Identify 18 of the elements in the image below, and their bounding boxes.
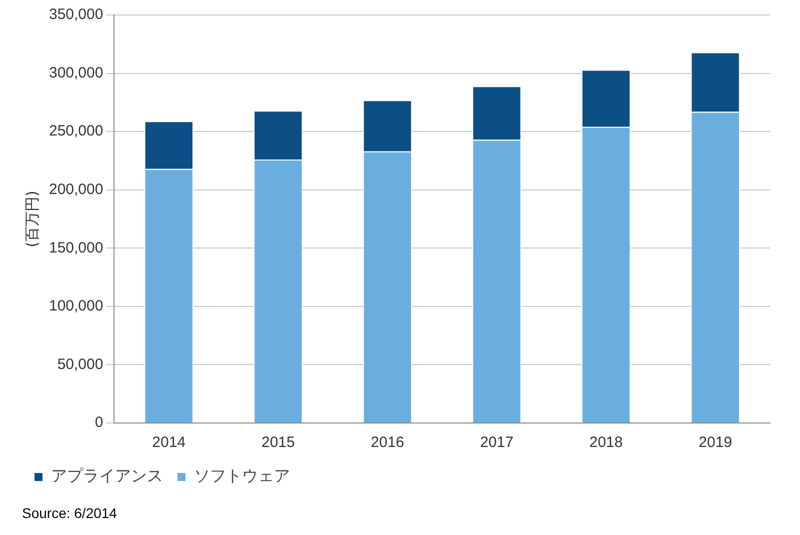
y-tick-label: 50,000 [57, 356, 104, 373]
y-tick-label: 0 [94, 414, 104, 432]
x-tick-label: 2014 [152, 434, 186, 452]
y-tick-label: 100,000 [48, 298, 104, 315]
y-tick-label: 200,000 [48, 181, 104, 198]
y-axis-title: (百万円) [22, 190, 41, 248]
y-tick-label: 150,000 [48, 239, 104, 256]
y-tick-label: 250,000 [48, 122, 104, 140]
legend-label: アプライアンス [51, 466, 163, 486]
source-note: Source: 6/2014 [22, 505, 117, 521]
legend-label: ソフトウェア [194, 466, 290, 486]
y-tick-label: 350,000 [48, 6, 104, 24]
x-tick-label: 2018 [589, 434, 623, 452]
y-tick-label: 300,000 [48, 64, 104, 82]
x-tick-label: 2015 [261, 434, 295, 452]
x-tick-label: 2017 [480, 434, 514, 452]
x-tick-label: 2019 [698, 434, 732, 452]
x-tick-label: 2016 [370, 434, 404, 452]
